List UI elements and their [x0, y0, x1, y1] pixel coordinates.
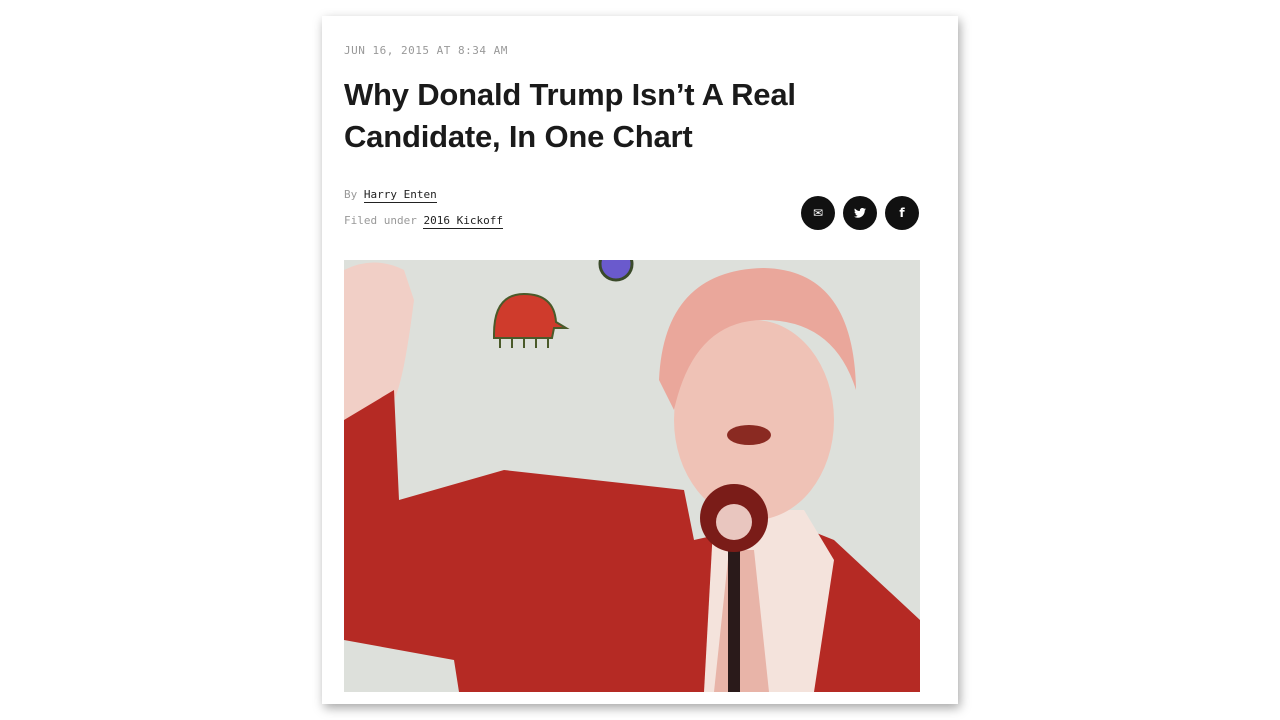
hair	[659, 268, 856, 410]
twitter-share-button[interactable]	[843, 196, 877, 230]
facebook-icon: f	[899, 206, 905, 220]
mouth	[727, 425, 771, 445]
raised-fist	[344, 262, 414, 420]
article-title: Why Donald Trump Isn’t A Real Candidate,…	[344, 77, 796, 154]
publish-date: JUN 16, 2015 AT 8:34 AM	[344, 44, 508, 57]
author-link[interactable]: Harry Enten	[363, 188, 437, 203]
byline-prefix: By	[344, 188, 358, 201]
hero-image	[344, 260, 920, 692]
filed-under: Filed under 2016 Kickoff	[344, 214, 503, 229]
article-card: JUN 16, 2015 AT 8:34 AM Why Donald Trump…	[322, 16, 958, 704]
email-share-button[interactable]: ✉	[801, 196, 835, 230]
hero-illustration	[344, 260, 920, 692]
elephant-logo	[493, 292, 570, 348]
twitter-icon	[854, 208, 866, 218]
email-icon: ✉	[812, 206, 824, 220]
filed-prefix: Filed under	[344, 214, 417, 227]
byline: By Harry Enten	[344, 188, 437, 203]
mic-stand	[728, 540, 740, 692]
tie	[714, 550, 769, 692]
facebook-share-button[interactable]: f	[885, 196, 919, 230]
campaign-button	[598, 260, 634, 282]
face	[674, 320, 834, 520]
category-link[interactable]: 2016 Kickoff	[423, 214, 503, 229]
